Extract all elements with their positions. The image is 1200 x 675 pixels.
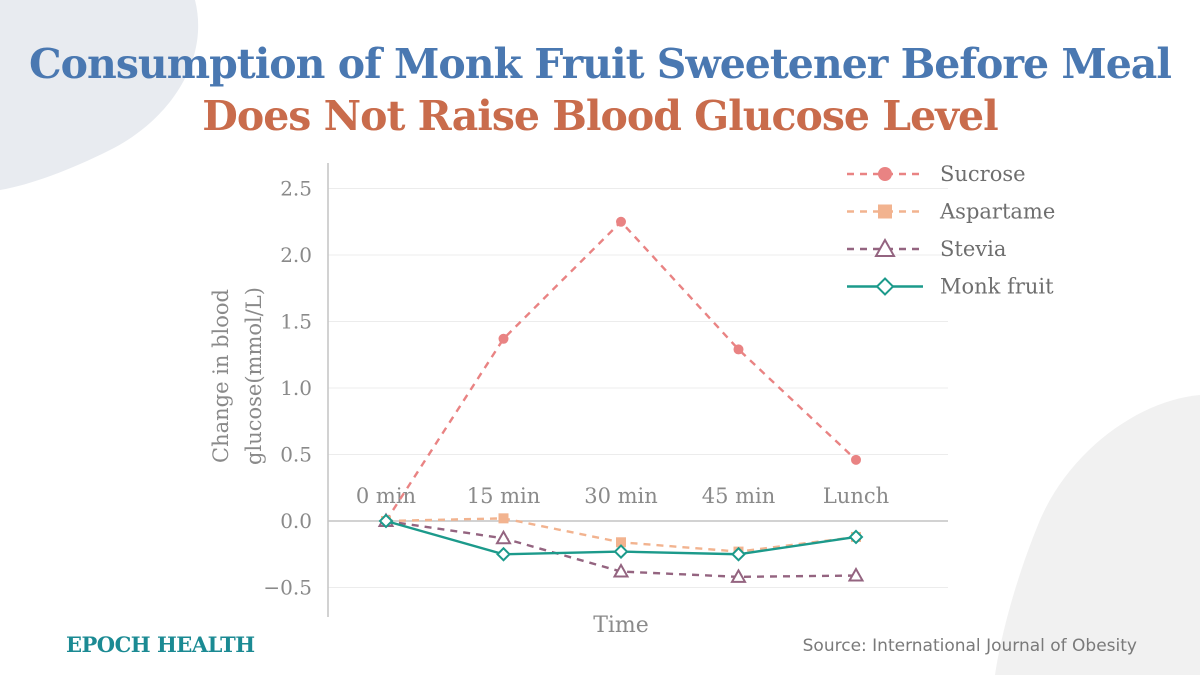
y-tick-label: 2.5 — [280, 177, 312, 201]
data-point-sucrose — [498, 333, 509, 344]
x-tick-label: 15 min — [467, 484, 541, 508]
data-point-stevia — [612, 563, 630, 578]
y-tick-label: 0.5 — [280, 443, 312, 467]
y-tick-label: 0.0 — [280, 509, 312, 533]
y-tick-label: 1.0 — [280, 376, 312, 400]
y-tick-label: −0.5 — [263, 576, 312, 600]
y-axis-label: glucose(mmol/L) — [242, 287, 266, 465]
data-point-monk-fruit — [731, 546, 746, 562]
x-tick-label: 30 min — [584, 484, 658, 508]
chart-title-line-2: Does Not Raise Blood Glucose Level — [202, 92, 998, 140]
brand-logo: EPOCH HEALTH — [66, 632, 255, 657]
x-tick-label: 0 min — [356, 484, 416, 508]
data-point-monk-fruit — [613, 544, 629, 560]
legend-marker-sucrose — [878, 167, 892, 181]
data-point-stevia — [495, 529, 512, 545]
data-point-monk-fruit — [848, 529, 864, 545]
y-tick-label: 1.5 — [280, 310, 312, 334]
legend-marker-stevia — [874, 237, 896, 257]
legend-label-sucrose: Sucrose — [940, 162, 1026, 186]
data-point-stevia — [847, 566, 865, 582]
data-point-stevia — [730, 568, 747, 583]
data-point-sucrose — [616, 216, 626, 227]
legend-label-stevia: Stevia — [940, 237, 1006, 261]
series-line-sucrose — [384, 220, 857, 522]
y-tick-label: 2.0 — [280, 243, 312, 267]
chart-title-line-1: Consumption of Monk Fruit Sweetener Befo… — [29, 40, 1172, 88]
data-point-aspartame — [616, 537, 626, 548]
legend-label-aspartame: Aspartame — [939, 200, 1055, 224]
source-note: Source: International Journal of Obesity — [802, 636, 1137, 656]
data-point-sucrose — [733, 344, 744, 355]
data-point-aspartame — [498, 513, 509, 524]
x-tick-label: Lunch — [823, 484, 889, 508]
data-point-monk-fruit — [496, 546, 511, 562]
data-point-monk-fruit — [378, 513, 394, 529]
legend-marker-monk-fruit — [875, 277, 895, 296]
data-point-sucrose — [851, 454, 861, 465]
y-axis-label: Change in blood — [209, 289, 233, 463]
x-axis-label: Time — [593, 613, 649, 638]
legend-marker-aspartame — [878, 204, 892, 219]
legend-label-monk-fruit: Monk fruit — [940, 275, 1054, 299]
x-tick-label: 45 min — [702, 484, 776, 508]
